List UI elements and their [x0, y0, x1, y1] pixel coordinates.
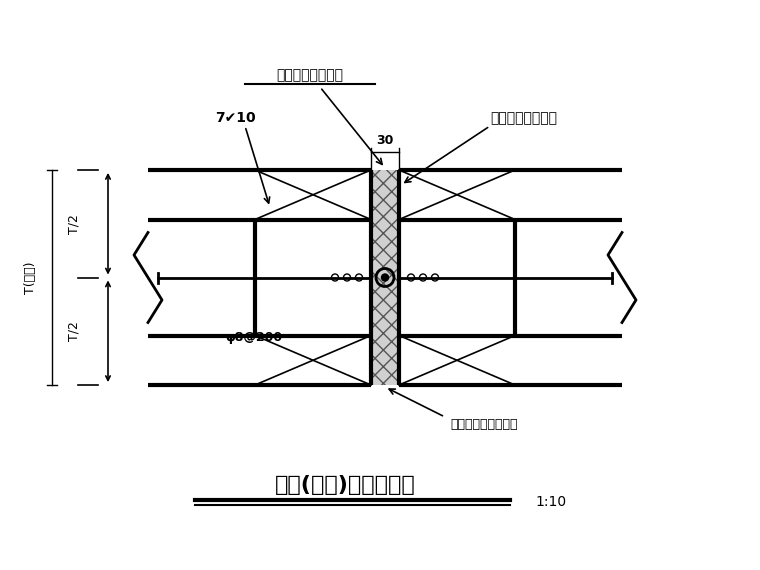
Text: 30: 30 — [376, 134, 394, 147]
Bar — [371, 170, 399, 385]
Text: 底板(顶板)变形缝详图: 底板(顶板)变形缝详图 — [274, 475, 416, 495]
Circle shape — [382, 274, 388, 281]
Text: 底板时该处无密封胶: 底板时该处无密封胶 — [450, 418, 518, 431]
Text: 双组份聚硫密封胶: 双组份聚硫密封胶 — [490, 111, 557, 125]
Text: 1:10: 1:10 — [535, 495, 566, 509]
Text: 7✔10: 7✔10 — [215, 111, 255, 125]
Text: φ8@200: φ8@200 — [225, 331, 282, 344]
Text: 聚乙烯发泡填缝板: 聚乙烯发泡填缝板 — [277, 68, 344, 82]
Text: T/2: T/2 — [68, 214, 81, 234]
Text: T(板厚): T(板厚) — [24, 261, 36, 294]
Text: T/2: T/2 — [68, 321, 81, 341]
